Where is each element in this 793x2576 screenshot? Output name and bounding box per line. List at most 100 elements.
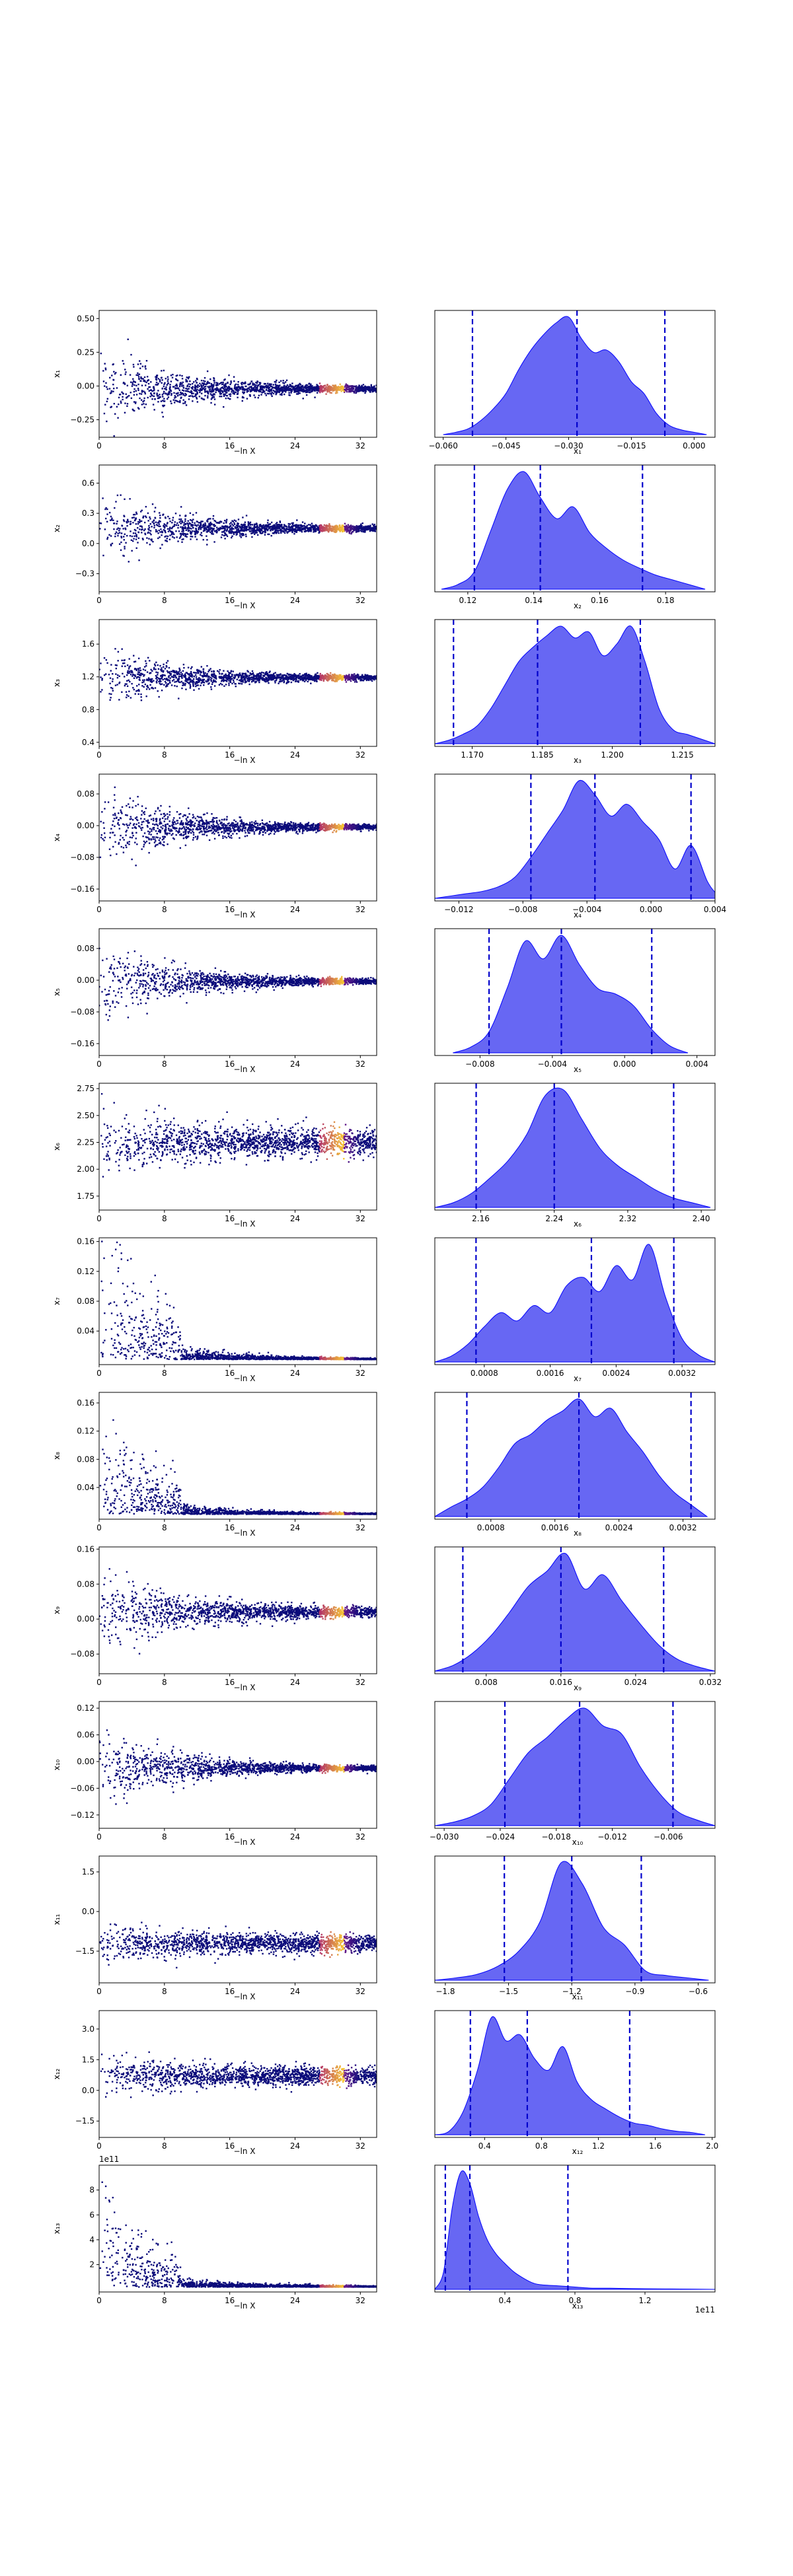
scatter-point bbox=[299, 388, 301, 391]
scatter-point bbox=[170, 674, 172, 676]
scatter-point bbox=[369, 529, 371, 531]
scatter-point bbox=[184, 515, 187, 517]
scatter-point bbox=[261, 526, 264, 528]
scatter-point bbox=[375, 384, 377, 386]
scatter-point bbox=[351, 527, 353, 530]
scatter-point bbox=[122, 554, 124, 557]
x-tick-label: 0.14 bbox=[525, 596, 543, 605]
scatter-point bbox=[186, 681, 189, 684]
scatter-point bbox=[345, 681, 348, 683]
scatter-point bbox=[295, 676, 298, 679]
scatter-point bbox=[262, 524, 264, 526]
scatter-point bbox=[210, 688, 213, 690]
scatter-point bbox=[221, 672, 223, 675]
scatter-point bbox=[223, 685, 225, 687]
scatter-point bbox=[256, 382, 258, 384]
scatter-point bbox=[286, 389, 288, 392]
scatter-point bbox=[192, 392, 194, 394]
scatter-point bbox=[344, 391, 346, 393]
scatter-point bbox=[120, 541, 122, 544]
scatter-point bbox=[331, 676, 333, 678]
scatter-point bbox=[133, 677, 135, 679]
scatter-point bbox=[277, 523, 279, 526]
scatter-point bbox=[346, 676, 348, 678]
scatter-point bbox=[165, 388, 167, 390]
scatter-point bbox=[112, 673, 114, 675]
scatter-point bbox=[147, 686, 149, 689]
scatter-point bbox=[269, 527, 271, 529]
scatter-point bbox=[244, 526, 246, 528]
scatter-point bbox=[304, 390, 306, 392]
scatter-point bbox=[243, 672, 245, 675]
scatter-point bbox=[225, 384, 227, 386]
scatter-point bbox=[361, 387, 363, 389]
scatter-point bbox=[211, 675, 213, 677]
scatter-point bbox=[248, 522, 250, 524]
scatter-point bbox=[215, 678, 217, 680]
scatter-point bbox=[282, 380, 284, 382]
scatter-point bbox=[157, 676, 159, 679]
scatter-point bbox=[361, 384, 363, 386]
scatter-point bbox=[252, 532, 254, 534]
scatter-point bbox=[219, 391, 221, 394]
scatter-point bbox=[174, 675, 176, 678]
scatter-point bbox=[223, 676, 225, 678]
scatter-point bbox=[373, 678, 375, 681]
scatter-point bbox=[266, 528, 268, 530]
scatter-point bbox=[352, 678, 354, 680]
scatter-point bbox=[118, 532, 121, 534]
scatter-point bbox=[264, 672, 267, 674]
scatter-point bbox=[133, 513, 136, 516]
scatter-point bbox=[346, 531, 348, 533]
scatter-point bbox=[184, 684, 186, 686]
scatter-point bbox=[112, 519, 114, 521]
scatter-point bbox=[221, 391, 224, 394]
scatter-point bbox=[149, 684, 151, 686]
scatter-point bbox=[296, 680, 299, 682]
scatter-point bbox=[330, 672, 332, 674]
scatter-point bbox=[128, 668, 130, 670]
scatter-point bbox=[336, 386, 338, 388]
scatter-point bbox=[126, 403, 129, 405]
scatter-point bbox=[228, 682, 230, 684]
scatter-point bbox=[228, 532, 231, 534]
scatter-point bbox=[359, 387, 361, 389]
scatter-point bbox=[178, 669, 181, 671]
scatter-point bbox=[219, 526, 221, 528]
scatter-point bbox=[126, 683, 128, 685]
scatter-point bbox=[343, 390, 345, 392]
scatter-point bbox=[209, 524, 211, 527]
scatter-point bbox=[367, 674, 369, 676]
scatter-point bbox=[178, 519, 180, 520]
scatter-point bbox=[203, 524, 205, 526]
scatter-point bbox=[241, 383, 243, 386]
scatter-point bbox=[160, 668, 162, 671]
y-tick-label: 0.6 bbox=[82, 478, 94, 487]
scatter-point bbox=[212, 393, 214, 395]
scatter-point bbox=[116, 684, 118, 686]
scatter-point bbox=[161, 676, 163, 678]
scatter-point bbox=[329, 678, 332, 680]
scatter-point bbox=[196, 538, 198, 540]
scatter-point bbox=[346, 390, 348, 393]
scatter-point bbox=[197, 386, 199, 388]
scatter-point bbox=[326, 676, 328, 678]
scatter-point bbox=[181, 538, 183, 540]
scatter-point bbox=[311, 522, 313, 524]
scatter-point bbox=[274, 527, 276, 529]
scatter-point bbox=[174, 400, 176, 402]
scatter-point bbox=[305, 675, 307, 677]
scatter-point bbox=[165, 540, 167, 542]
scatter-point bbox=[202, 670, 205, 672]
scatter-point bbox=[303, 676, 305, 678]
scatter-point bbox=[348, 676, 351, 679]
scatter-point bbox=[132, 532, 135, 534]
scatter-point bbox=[356, 388, 358, 390]
scatter-point bbox=[261, 527, 263, 530]
scatter-point bbox=[271, 392, 274, 394]
scatter-point bbox=[229, 525, 231, 528]
scatter-point bbox=[284, 530, 286, 532]
scatter-point bbox=[315, 524, 317, 526]
scatter-point bbox=[215, 681, 217, 683]
x-tick-label: 8 bbox=[162, 596, 167, 605]
